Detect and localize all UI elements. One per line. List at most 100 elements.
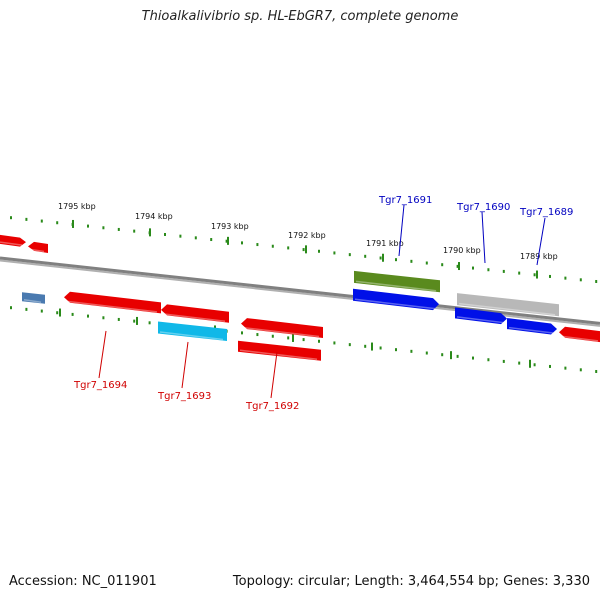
outer-tick-minor-tick: [179, 234, 182, 238]
outer-tick-minor-tick: [210, 238, 213, 242]
outer-tick-minor-tick: [287, 246, 290, 250]
kbp-label: 1791 kbp: [366, 239, 404, 248]
gene-label-bottom: Tgr7_1692: [245, 401, 299, 412]
gene-label-bottom: Tgr7_1694: [73, 380, 127, 391]
inner-tick-minor-tick: [395, 348, 397, 352]
inner-tick-minor-tick: [595, 369, 598, 373]
outer-tick-minor-tick: [502, 269, 505, 273]
kbp-label: 1790 kbp: [443, 246, 481, 255]
outer-tick-major-tick: [227, 236, 229, 245]
gene-reverse-highlight: [354, 298, 436, 310]
inner-tick-minor-tick: [25, 307, 28, 311]
gene-reverse: [455, 307, 507, 325]
outer-tick-major-tick: [458, 262, 460, 271]
gene-forward: [241, 318, 323, 339]
gene-label-leader: [536, 217, 546, 266]
gene-tgr7-1690: [457, 293, 559, 317]
outer-tick-minor-tick: [302, 248, 305, 252]
inner-tick-minor-tick: [302, 338, 305, 342]
outer-tick-minor-tick: [579, 278, 582, 282]
gene-label-leader: [481, 211, 486, 264]
accession-text: Accession: NC_011901: [9, 574, 157, 589]
outer-tick-minor-tick: [595, 279, 598, 283]
outer-tick-minor-tick: [456, 264, 459, 268]
outer-tick-minor-tick: [410, 259, 413, 263]
inner-tick-minor-tick: [40, 309, 43, 313]
inner-tick-minor-tick: [348, 343, 351, 347]
backbone-shadow: [0, 259, 600, 327]
kbp-label: 1795 kbp: [58, 202, 96, 211]
gene-tgr7-1692-highlight: [239, 349, 318, 361]
inner-tick-minor-tick: [472, 356, 474, 360]
inner-tick-minor-tick: [287, 336, 290, 340]
outer-tick-minor-tick: [10, 216, 12, 220]
gene-label-leader: [98, 330, 107, 379]
inner-tick-minor-tick: [549, 364, 551, 368]
gene-steel-highlight: [23, 298, 42, 303]
outer-tick-minor-tick: [256, 243, 259, 247]
inner-tick-minor-tick: [102, 316, 105, 320]
inner-tick-major-tick: [292, 333, 294, 342]
outer-tick-minor-tick: [102, 226, 105, 230]
outer-tick-minor-tick: [117, 227, 120, 231]
genome-backbone: [0, 256, 600, 325]
gene-tgr7-1689: [507, 318, 557, 335]
gene-tgr7-1691-highlight: [355, 280, 437, 292]
inner-tick-minor-tick: [425, 351, 428, 355]
gene-forward-edge: [0, 234, 26, 247]
genome-title: Thioalkalivibrio sp. HL-EbGR7, complete …: [141, 9, 459, 24]
kbp-label: 1792 kbp: [288, 231, 326, 240]
gene-forward-edge-highlight: [560, 335, 599, 342]
outer-tick-minor-tick: [379, 256, 382, 260]
gene-forward: [28, 241, 48, 254]
outer-tick-minor-tick: [348, 253, 351, 257]
outer-tick-minor-tick: [549, 274, 551, 278]
gene-label-leader: [398, 204, 405, 257]
inner-tick-minor-tick: [456, 354, 459, 358]
outer-tick-minor-tick: [395, 258, 397, 262]
inner-tick-minor-tick: [10, 306, 12, 310]
inner-tick-major-tick: [136, 316, 138, 325]
inner-tick-minor-tick: [518, 361, 521, 365]
gene-forward-highlight: [29, 248, 45, 253]
inner-tick-minor-tick: [441, 353, 444, 357]
inner-tick-minor-tick: [564, 366, 567, 370]
outer-tick-minor-tick: [271, 244, 274, 248]
inner-tick-minor-tick: [87, 314, 89, 318]
outer-tick-minor-tick: [425, 261, 428, 265]
gene-label-leader: [270, 351, 278, 399]
outer-tick-minor-tick: [241, 241, 243, 245]
outer-tick-major-tick: [536, 270, 538, 279]
outer-tick-minor-tick: [318, 249, 320, 253]
gene-steel: [22, 292, 45, 304]
gene-tgr7-1693-highlight: [159, 331, 224, 341]
gene-tgr7-1691: [354, 270, 440, 293]
inner-tick-minor-tick: [487, 358, 490, 362]
outer-tick-minor-tick: [472, 266, 474, 270]
outer-tick-minor-tick: [564, 276, 567, 280]
gene-tgr7-1689-highlight: [508, 326, 554, 334]
outer-tick-minor-tick: [25, 217, 28, 221]
gene-label-top: Tgr7_1689: [519, 207, 573, 218]
gene-forward-highlight: [242, 326, 320, 338]
inner-tick-minor-tick: [318, 339, 320, 343]
kbp-label: 1793 kbp: [211, 222, 249, 231]
outer-tick-minor-tick: [56, 221, 59, 225]
inner-tick-minor-tick: [379, 346, 382, 350]
outer-tick-major-tick: [149, 228, 151, 237]
gene-tgr7-1690-highlight: [458, 302, 556, 316]
outer-tick-minor-tick: [487, 268, 490, 272]
gene-tgr7-1692: [238, 340, 321, 361]
outer-tick-minor-tick: [364, 254, 367, 258]
inner-tick-minor-tick: [502, 359, 505, 363]
inner-tick-minor-tick: [148, 321, 151, 325]
inner-tick-major-tick: [450, 351, 452, 360]
gene-reverse: [353, 288, 439, 311]
outer-tick-minor-tick: [441, 263, 444, 267]
gene-forward-highlight: [162, 313, 226, 323]
inner-tick-major-tick: [59, 308, 61, 317]
inner-tick-minor-tick: [333, 341, 336, 345]
gene-label-bottom: Tgr7_1693: [157, 391, 211, 402]
inner-tick-major-tick: [371, 342, 373, 351]
gene-label-top: Tgr7_1690: [456, 202, 510, 213]
